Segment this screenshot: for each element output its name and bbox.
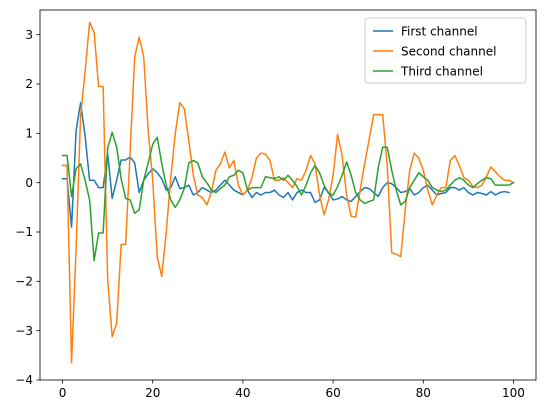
plot-lines (61, 21, 515, 364)
y-tick-label: 0 (25, 176, 33, 190)
series-line-2 (61, 21, 515, 364)
y-tick-label: −4 (15, 373, 33, 387)
y-tick-label: −2 (15, 275, 33, 289)
series-line-1 (61, 102, 510, 228)
x-tick-label: 20 (145, 386, 160, 400)
legend: First channel Second channel Third channel (364, 17, 527, 84)
x-tick-label: 80 (416, 386, 431, 400)
x-tick-label: 0 (59, 386, 67, 400)
plot-frame (39, 9, 537, 381)
series-line-3 (61, 131, 515, 262)
x-tick-label: 60 (325, 386, 340, 400)
y-tick-label: 1 (25, 127, 33, 141)
legend-box (364, 17, 527, 84)
y-tick-label: 2 (25, 77, 33, 91)
axes: 0 20 40 60 80 100 −4 −3 −2 −1 0 1 2 3 (15, 9, 537, 400)
legend-label: First channel (401, 24, 478, 38)
legend-label: Third channel (400, 64, 483, 78)
y-tick-label: −1 (15, 225, 33, 239)
x-tick-label: 100 (502, 386, 525, 400)
legend-label: Second channel (401, 44, 496, 58)
x-tick-label: 40 (235, 386, 250, 400)
y-tick-label: 3 (25, 28, 33, 42)
y-tick-label: −3 (15, 324, 33, 338)
